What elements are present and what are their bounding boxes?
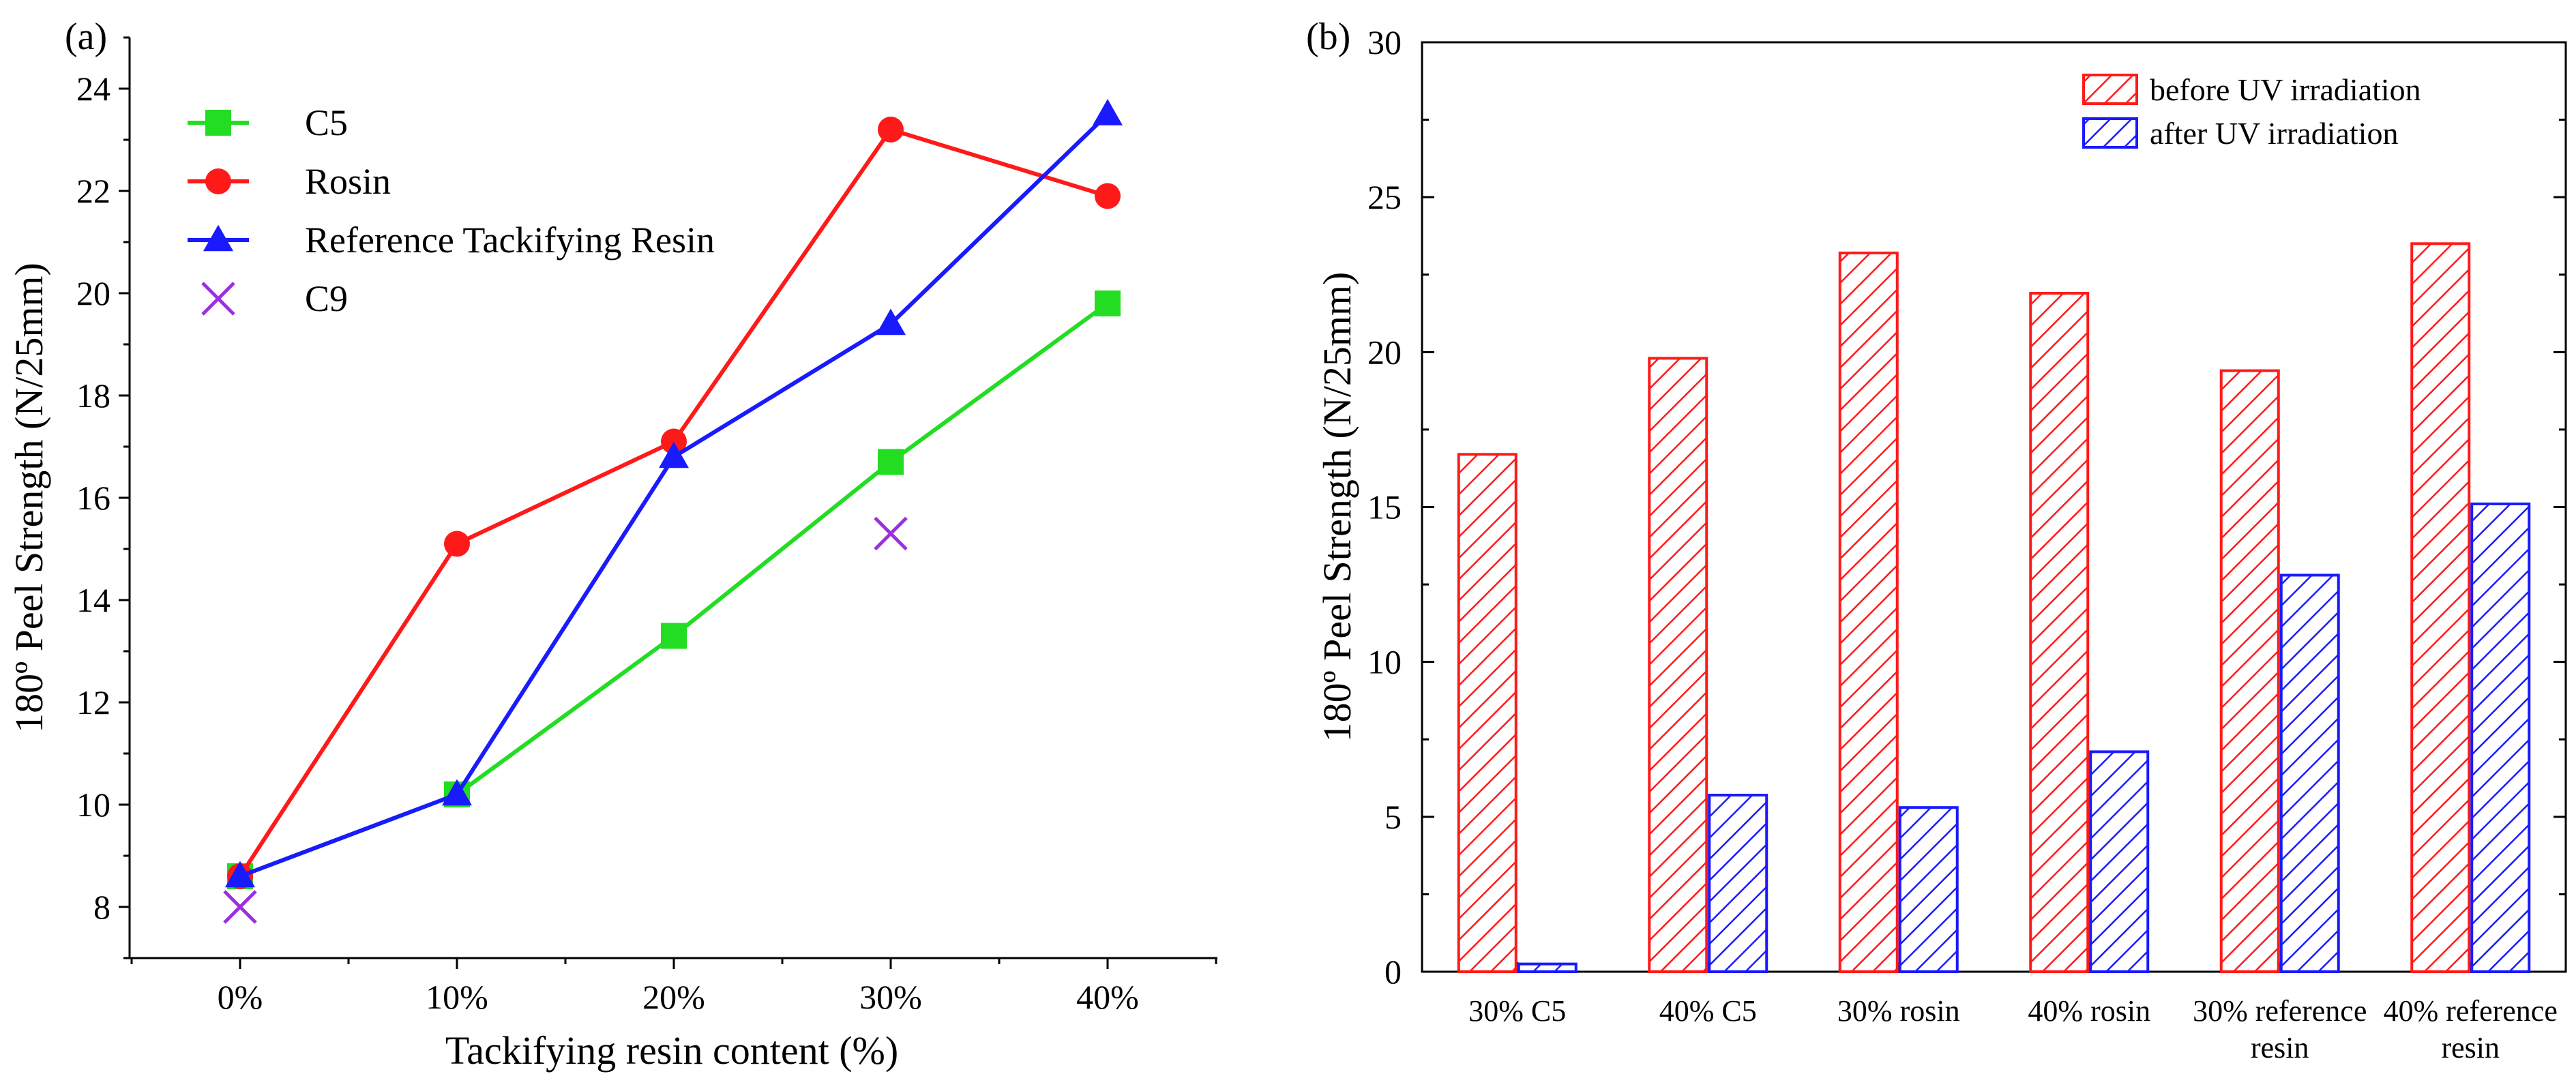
panel-b-frame <box>1421 41 2567 973</box>
data-point-circle <box>444 531 470 557</box>
legend-swatch <box>2082 117 2138 149</box>
legend-item: Reference Tackifying Resin <box>188 220 715 260</box>
data-point-square <box>1095 290 1121 316</box>
panel-a-x-axis-title: Tackifying resin content (%) <box>445 1028 898 1073</box>
legend-item: C9 <box>201 278 348 319</box>
panel-a-x-tick-label: 0% <box>218 978 263 1016</box>
data-point-triangle <box>203 224 233 252</box>
data-point-circle <box>1095 183 1121 209</box>
legend-label: Reference Tackifying Resin <box>305 220 715 260</box>
data-point-x <box>223 890 257 924</box>
series-c5 <box>227 290 1121 889</box>
panel-b-plot-area: 0 5 10 15 20 25 30 30% C5 40% C5 30% rosin 40% ros… <box>1367 23 2567 1064</box>
panel-a-plot-area: 8 10 12 14 16 18 20 22 24 0% 10% 20% 30% 40% C5 Rosin Re… <box>76 36 1217 1016</box>
bar-before <box>1457 453 1518 973</box>
legend-label: C5 <box>305 102 348 143</box>
panel-a-legend: C5 Rosin Reference Tackifying Resin C9 <box>188 102 715 319</box>
panel-b-label: (b) <box>1306 16 1350 58</box>
data-point-x <box>874 516 908 551</box>
panel-b-legend: before UV irradiation after UV irradiatio… <box>2082 72 2421 151</box>
bar-before <box>1648 357 1708 973</box>
panel-b-y-tick-label: 15 <box>1367 488 1402 526</box>
bar-before <box>2219 369 2280 973</box>
data-point-triangle <box>659 441 689 468</box>
bar-after <box>2279 573 2340 973</box>
panel-a-y-tick-label: 16 <box>76 479 110 517</box>
data-point-x <box>201 282 235 316</box>
panel-b-category-label: 30% C5 <box>1468 994 1566 1028</box>
panel-b-category-label: 30% rosin <box>1837 994 1960 1028</box>
panel-a-label: (a) <box>65 16 107 58</box>
panel-b-category-label: 30% reference <box>2193 994 2367 1028</box>
bar-after <box>1708 794 1768 974</box>
series-rosin <box>227 117 1121 889</box>
panel-b-y-tick-label: 0 <box>1385 953 1402 991</box>
panel-a-y-tick-label: 18 <box>76 376 110 415</box>
panel-b-bar-chart: (b) 0 5 10 15 20 25 30 30% C5 40% C5 30% rosin 40%… <box>1306 16 2567 1064</box>
panel-a-x-tick-label: 10% <box>426 978 488 1016</box>
panel-a-y-tick-label: 24 <box>76 70 110 108</box>
series-reference-tackifying-resin <box>225 99 1123 888</box>
legend-label: Rosin <box>305 161 391 202</box>
panel-a-x-tick-label: 30% <box>859 978 922 1016</box>
series-c9 <box>223 516 908 924</box>
panel-b-category-label: resin <box>2441 1031 2500 1064</box>
bar-after <box>2089 750 2150 973</box>
panel-a-y-tick-label: 14 <box>76 581 110 619</box>
panel-b-category-label: 40% reference <box>2384 994 2558 1028</box>
bar-before <box>2029 292 2090 973</box>
data-point-triangle <box>225 861 255 888</box>
bar-after <box>2470 502 2531 973</box>
panel-b-y-tick-label: 30 <box>1367 23 1402 61</box>
bar-after <box>1517 962 1578 974</box>
legend-swatch <box>2082 74 2138 105</box>
panel-a-x-tick-label: 20% <box>642 978 705 1016</box>
data-point-circle <box>661 428 687 455</box>
legend-label: before UV irradiation <box>2150 72 2421 107</box>
data-point-triangle <box>876 308 906 335</box>
panel-b-y-tick-label: 20 <box>1367 333 1402 371</box>
panel-a-y-tick-label: 12 <box>76 683 110 721</box>
panel-b-y-axis-title: 180º Peel Strength (N/25mm) <box>1315 272 1359 743</box>
panel-b-category-label: 40% rosin <box>2028 994 2150 1028</box>
panel-a-y-tick-label: 20 <box>76 274 110 312</box>
panel-a-y-tick-label: 10 <box>76 786 110 824</box>
legend-label: C9 <box>305 278 348 319</box>
data-point-triangle <box>442 779 472 806</box>
data-point-square <box>878 449 904 475</box>
panel-b-y-tick-label: 25 <box>1367 178 1402 216</box>
panel-b-y-tick-label: 10 <box>1367 643 1402 681</box>
series-line <box>239 301 1109 878</box>
legend-item: before UV irradiation <box>2082 72 2421 107</box>
panel-a-line-chart: (a) 8 10 12 14 16 18 20 22 24 0% 10% 20% 30% 40% C5 Ros… <box>7 16 1217 1073</box>
bar-before <box>2410 242 2471 974</box>
panel-a-y-tick-label: 22 <box>76 172 110 210</box>
bar-after <box>1898 806 1959 974</box>
data-point-square <box>205 110 231 136</box>
panel-a-y-axis-title: 180º Peel Strength (N/25mm) <box>7 263 51 733</box>
legend-item: after UV irradiation <box>2082 116 2398 151</box>
data-point-triangle <box>1093 99 1123 125</box>
bar-before <box>1838 251 1899 973</box>
legend-label: after UV irradiation <box>2150 116 2398 151</box>
data-point-square <box>661 623 687 649</box>
panel-a-y-tick-label: 8 <box>93 888 110 926</box>
panel-b-category-label: resin <box>2251 1031 2309 1064</box>
panel-b-category-label: 40% C5 <box>1659 994 1757 1028</box>
panel-b-y-tick-label: 5 <box>1385 798 1402 836</box>
panel-a-x-tick-label: 40% <box>1076 978 1139 1016</box>
data-point-circle <box>878 117 904 143</box>
legend-item: Rosin <box>188 161 391 202</box>
data-point-circle <box>205 168 231 194</box>
legend-item: C5 <box>188 102 348 143</box>
